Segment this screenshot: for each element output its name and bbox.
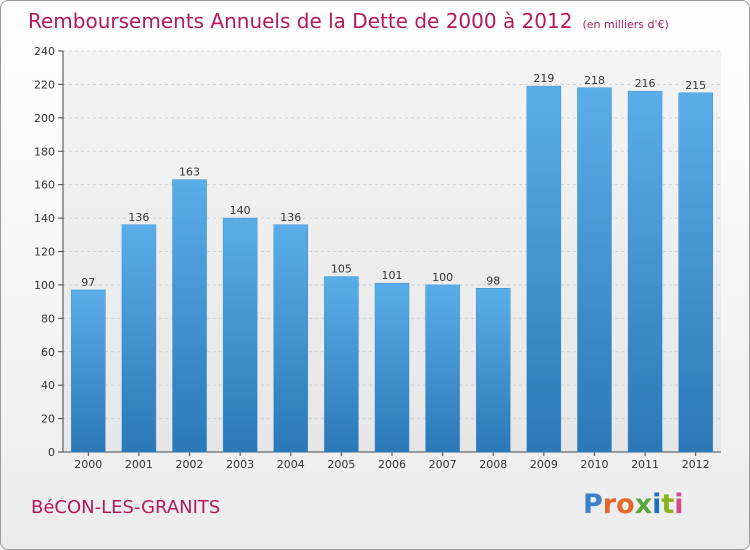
logo-letter: P: [583, 489, 603, 520]
proxiti-logo: Proxiti: [583, 489, 684, 520]
x-tick-label: 2011: [631, 458, 659, 471]
x-tick-label: 2005: [327, 458, 355, 471]
bar-value-label: 218: [584, 74, 605, 87]
x-tick-label: 2009: [530, 458, 558, 471]
logo-letter: i: [674, 489, 684, 520]
y-tick-label: 240: [34, 45, 55, 58]
x-tick-label: 2000: [74, 458, 102, 471]
y-tick-label: 100: [34, 279, 55, 292]
bar: [627, 90, 663, 453]
bar: [121, 224, 157, 453]
logo-letter: r: [602, 489, 617, 520]
bar: [273, 224, 309, 453]
logo-letter: x: [634, 489, 653, 520]
y-tick-label: 60: [41, 346, 55, 359]
bar: [172, 179, 207, 453]
x-tick-label: 2008: [479, 458, 507, 471]
x-tick-label: 2007: [429, 458, 457, 471]
logo-letter: i: [652, 489, 662, 520]
x-tick-label: 2012: [682, 458, 710, 471]
bar: [71, 289, 106, 453]
y-tick-label: 0: [48, 446, 55, 459]
bar: [678, 92, 713, 453]
bar-value-label: 216: [635, 77, 656, 90]
bar-value-label: 140: [230, 204, 251, 217]
y-tick-label: 220: [34, 78, 55, 91]
y-tick-label: 120: [34, 246, 55, 259]
x-tick-label: 2001: [125, 458, 153, 471]
bar-value-label: 101: [382, 269, 403, 282]
bar-value-label: 136: [128, 211, 149, 224]
y-tick-label: 140: [34, 212, 55, 225]
bar: [526, 85, 562, 453]
y-tick-label: 160: [34, 179, 55, 192]
chart-title-text: Remboursements Annuels de la Dette de 20…: [28, 9, 573, 33]
bar-value-label: 100: [432, 271, 453, 284]
y-tick-label: 180: [34, 145, 55, 158]
bar-value-label: 219: [533, 72, 554, 85]
x-tick-label: 2006: [378, 458, 406, 471]
y-tick-label: 80: [41, 312, 55, 325]
bar: [425, 284, 460, 453]
y-tick-label: 40: [41, 379, 55, 392]
bar-value-label: 215: [685, 79, 706, 92]
y-tick-label: 200: [34, 112, 55, 125]
bar-value-label: 163: [179, 166, 200, 179]
x-tick-label: 2003: [226, 458, 254, 471]
x-tick-label: 2002: [176, 458, 204, 471]
commune-name: BéCON-LES-GRANITS: [31, 497, 221, 518]
bar-value-label: 98: [486, 274, 500, 287]
chart-title: Remboursements Annuels de la Dette de 20…: [28, 9, 669, 33]
bar-value-label: 97: [81, 276, 95, 289]
y-tick-label: 20: [41, 413, 55, 426]
bar: [324, 276, 359, 453]
bar-value-label: 136: [280, 211, 301, 224]
chart-subtitle: (en milliers d'€): [582, 18, 669, 31]
bar-value-label: 105: [331, 263, 352, 276]
x-tick-label: 2010: [580, 458, 608, 471]
bar: [374, 282, 410, 453]
bar: [475, 288, 511, 453]
logo-letter: t: [661, 489, 675, 520]
bar: [577, 87, 612, 453]
bar: [222, 217, 258, 453]
logo-letter: o: [616, 489, 635, 520]
x-tick-label: 2004: [277, 458, 305, 471]
